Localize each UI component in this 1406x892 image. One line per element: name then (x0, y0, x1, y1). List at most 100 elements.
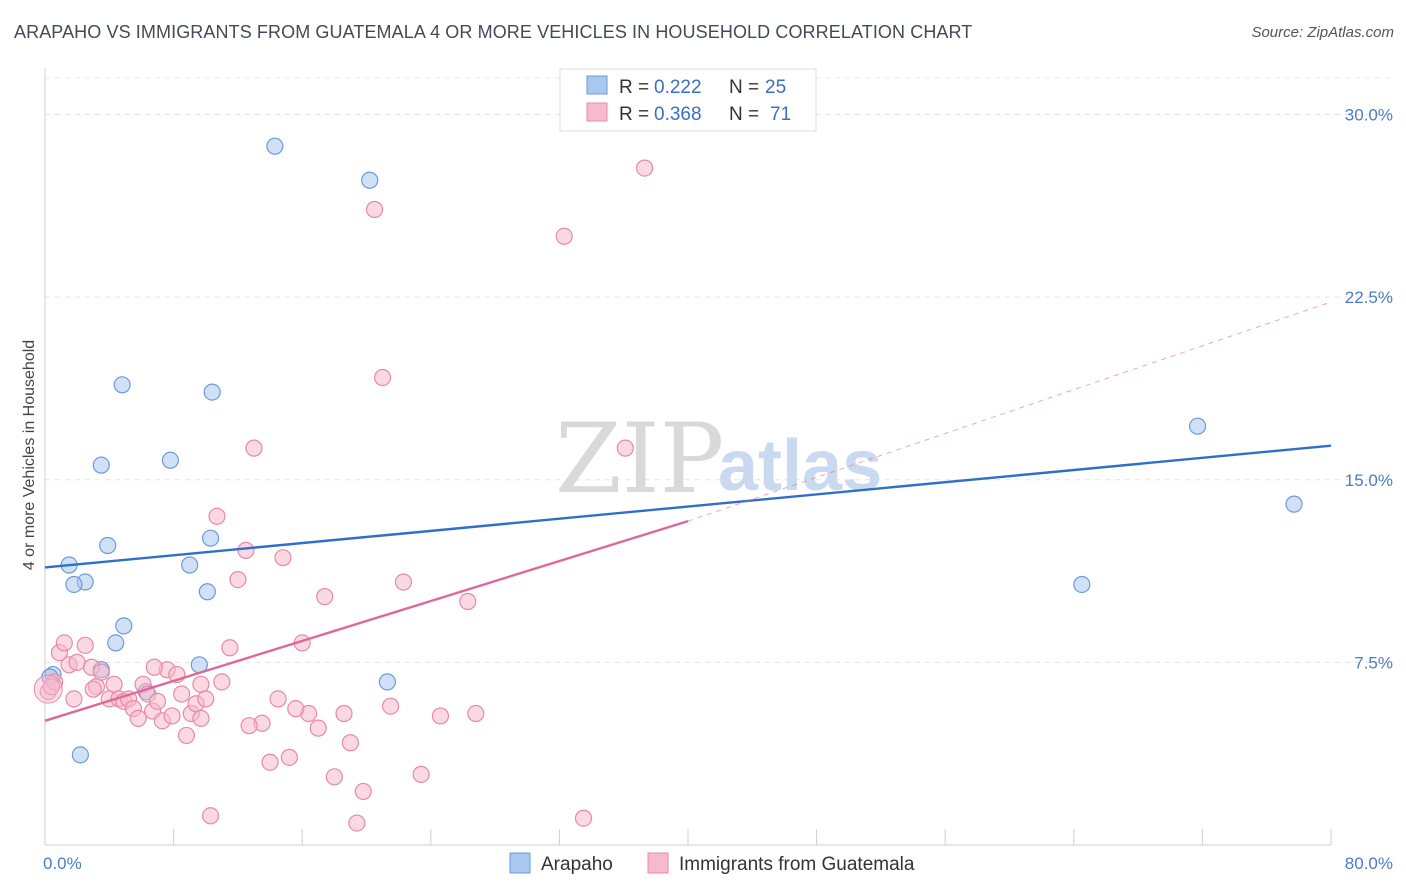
guatemala-point-32 (208, 507, 226, 525)
arapaho-point-7 (113, 376, 131, 394)
guatemala-point-30 (197, 690, 215, 708)
bottom-legend: Arapaho Immigrants from Guatemala (509, 852, 915, 875)
guatemala-point-37 (245, 439, 263, 457)
guatemala-point-16 (129, 709, 147, 727)
guatemala-point-63 (635, 159, 654, 177)
guatemala-point-64 (42, 678, 61, 696)
legend-n-label-1: N = (729, 77, 759, 98)
guatemala-point-62 (616, 439, 634, 457)
guatemala-point-70 (287, 700, 305, 718)
legend-swatch-guatemala (586, 102, 608, 122)
guatemala-point-11 (105, 675, 123, 693)
legend-n-value-2: 71 (770, 104, 791, 125)
legend-n-value-1: 25 (765, 77, 786, 98)
bottom-legend-swatch-arapaho (509, 852, 531, 874)
arapaho-point-12 (161, 451, 179, 469)
guatemala-point-67 (192, 709, 210, 727)
guatemala-point-33 (213, 673, 231, 691)
y-axis-label: 4 or more Vehicles in Household (21, 340, 38, 570)
trend-lines (44, 301, 1332, 722)
arapaho-point-15 (198, 583, 216, 601)
guatemala-point-23 (163, 707, 181, 725)
grid-lines (45, 77, 1390, 663)
guatemala-point-52 (365, 200, 384, 219)
guatemala-point-54 (382, 697, 400, 715)
guatemala-point-39 (261, 753, 279, 771)
guatemala-point-50 (348, 814, 366, 832)
guatemala-point-large (33, 674, 63, 704)
legend-swatch-arapaho (586, 75, 608, 95)
guatemala-point-57 (431, 707, 450, 725)
bottom-legend-arapaho: Arapaho (541, 854, 613, 875)
guatemala-point-55 (394, 573, 413, 591)
guatemala-point-51 (354, 782, 372, 801)
guatemala-point-53 (373, 368, 392, 387)
y-tick-label-3: 30.0% (1345, 106, 1393, 125)
arapaho-point-21 (1188, 417, 1207, 435)
data-points (33, 137, 1303, 832)
watermark-zip: ZIP (555, 403, 724, 515)
arapaho-point-22 (1285, 495, 1303, 513)
arapaho-trend-line (44, 444, 1332, 569)
bottom-legend-guatemala: Immigrants from Guatemala (679, 854, 915, 875)
arapaho-point-3 (65, 575, 83, 594)
legend-r-value-1: 0.222 (654, 77, 702, 98)
legend-r-label-1: R = (619, 77, 649, 98)
arapaho-point-10 (115, 617, 133, 635)
x-tick-label-0: 0.0% (43, 854, 82, 873)
guatemala-point-3 (55, 634, 73, 652)
guatemala-point-25 (173, 685, 191, 703)
arapaho-point-13 (181, 556, 199, 574)
guatemala-point-61 (574, 809, 593, 827)
guatemala-point-35 (229, 570, 247, 589)
guatemala-point-49 (341, 734, 360, 752)
bottom-legend-swatch-guatemala (647, 852, 669, 874)
guatemala-point-45 (309, 719, 327, 737)
guatemala-trend-line (44, 520, 689, 722)
guatemala-trend-extension (687, 301, 1332, 522)
watermark: ZIP atlas (555, 403, 882, 515)
guatemala-point-56 (412, 765, 430, 783)
guatemala-point-5 (68, 653, 86, 671)
guatemala-point-47 (325, 768, 343, 786)
arapaho-point-8 (99, 536, 117, 555)
arapaho-point-17 (203, 383, 221, 401)
guatemala-point-31 (201, 807, 220, 825)
y-tick-label-2: 22.5% (1345, 288, 1393, 307)
arapaho-point-5 (71, 746, 89, 764)
guatemala-point-69 (145, 658, 163, 676)
guatemala-point-34 (221, 639, 239, 657)
guatemala-point-59 (467, 704, 485, 723)
legend-box: R = 0.222 N = 25 R = 0.368 N = 71 (559, 68, 817, 132)
guatemala-point-58 (459, 592, 477, 611)
arapaho-point-19 (361, 171, 379, 189)
source-credit: Source: ZipAtlas.com (1251, 24, 1394, 41)
arapaho-point-16 (201, 529, 220, 547)
arapaho-point-20 (378, 673, 396, 691)
y-tick-label-1: 15.0% (1345, 471, 1393, 490)
guatemala-point-6 (76, 636, 94, 654)
x-tick-labels: 0.0% 80.0% (43, 854, 1393, 873)
y-tick-label-0: 7.5% (1354, 653, 1393, 672)
arapaho-point-6 (92, 456, 110, 474)
guatemala-point-20 (148, 692, 167, 710)
watermark-atlas: atlas (718, 426, 882, 506)
chart-title: ARAPAHO VS IMMIGRANTS FROM GUATEMALA 4 O… (14, 22, 973, 42)
legend-r-label-2: R = (619, 104, 649, 125)
guatemala-point-42 (280, 748, 298, 766)
guatemala-point-26 (177, 726, 196, 745)
guatemala-point-48 (335, 704, 353, 723)
guatemala-point-40 (269, 690, 287, 708)
legend-n-label-2: N = (729, 104, 759, 125)
legend-r-value-2: 0.368 (654, 104, 702, 125)
guatemala-point-9 (92, 663, 110, 681)
axes (44, 68, 1332, 846)
guatemala-point-46 (316, 588, 334, 606)
guatemala-point-29 (192, 675, 210, 693)
arapaho-point-18 (266, 137, 284, 155)
x-tick-label-1: 80.0% (1345, 854, 1393, 873)
guatemala-point-41 (274, 549, 292, 567)
guatemala-point-68 (84, 680, 102, 698)
y-tick-labels: 7.5% 15.0% 22.5% 30.0% (1345, 106, 1393, 673)
